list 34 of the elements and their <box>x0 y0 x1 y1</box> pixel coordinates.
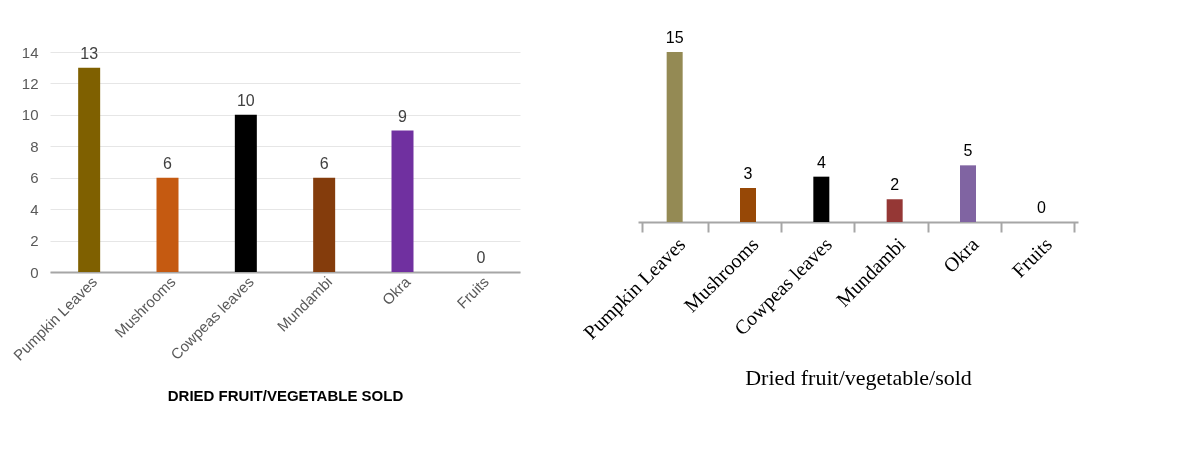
data-label: 10 <box>236 91 255 109</box>
data-label: 13 <box>80 44 99 62</box>
data-label: 6 <box>319 154 329 172</box>
y-tick-label: 2 <box>30 232 39 250</box>
data-label: 0 <box>1036 199 1046 216</box>
data-label: 9 <box>398 107 408 125</box>
bar <box>666 52 683 222</box>
bar <box>886 199 903 222</box>
data-label: 2 <box>890 176 900 194</box>
x-axis-title: Dried fruit/vegetable/sold <box>745 365 972 391</box>
y-tick-label: 8 <box>30 137 39 155</box>
data-label: 6 <box>163 154 173 172</box>
bar <box>813 176 830 222</box>
data-label: 15 <box>665 29 684 46</box>
y-tick-label: 14 <box>21 43 39 61</box>
bar <box>234 114 257 272</box>
bar <box>156 177 179 272</box>
data-label: 0 <box>476 249 486 266</box>
bar <box>740 188 756 222</box>
data-label: 4 <box>816 153 826 171</box>
y-tick-label: 10 <box>21 106 39 124</box>
bar <box>313 177 336 272</box>
y-tick-label: 12 <box>21 74 39 92</box>
x-tick-label: Okra <box>378 272 415 309</box>
bar <box>960 165 976 222</box>
bar <box>391 130 414 272</box>
data-label: 3 <box>743 165 753 182</box>
bar <box>78 67 101 272</box>
y-tick-label: 4 <box>30 200 39 218</box>
y-tick-label: 6 <box>30 169 39 187</box>
x-tick-label: Okra <box>938 233 983 277</box>
data-label: 5 <box>963 142 973 160</box>
x-axis-title: DRIED FRUIT/VEGETABLE SOLD <box>167 386 404 404</box>
y-tick-label: 0 <box>30 263 39 281</box>
